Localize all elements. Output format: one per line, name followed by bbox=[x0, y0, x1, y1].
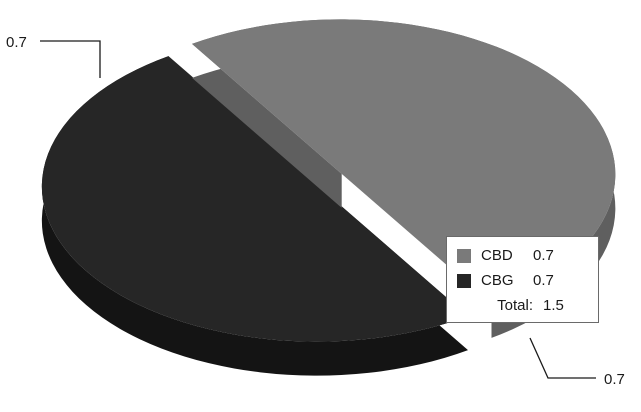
legend-value-cbg: 0.7 bbox=[533, 272, 573, 289]
legend-total-value: 1.5 bbox=[533, 297, 583, 314]
data-label-cbd: 0.7 bbox=[604, 371, 625, 388]
legend-swatch-cbg bbox=[457, 274, 471, 288]
data-label-cbg: 0.7 bbox=[6, 34, 27, 51]
legend-item-cbd: CBD 0.7 bbox=[457, 243, 598, 268]
legend-swatch-cbd bbox=[457, 249, 471, 263]
legend-label-cbg: CBG bbox=[481, 272, 533, 289]
legend-item-total: Total: 1.5 bbox=[457, 293, 598, 318]
legend-total-label: Total: bbox=[457, 297, 533, 314]
data-label-leader-cbg bbox=[40, 41, 100, 78]
legend-item-cbg: CBG 0.7 bbox=[457, 268, 598, 293]
data-label-leader-cbd bbox=[530, 338, 596, 378]
legend-label-cbd: CBD bbox=[481, 247, 533, 264]
legend-value-cbd: 0.7 bbox=[533, 247, 573, 264]
chart-legend: CBD 0.7 CBG 0.7 Total: 1.5 bbox=[446, 236, 599, 323]
